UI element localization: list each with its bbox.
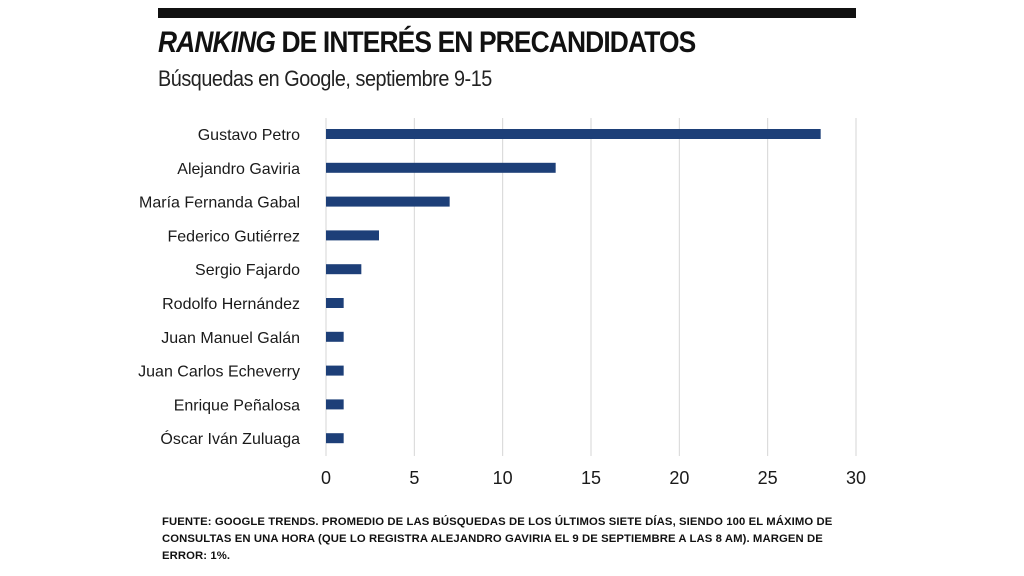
bar xyxy=(326,331,344,342)
bar xyxy=(326,129,821,139)
category-label: Juan Carlos Echeverry xyxy=(138,364,300,381)
title-emphasis: RANKING xyxy=(158,26,276,59)
category-label: Sergio Fajardo xyxy=(195,262,300,279)
top-rule xyxy=(158,8,856,18)
chart-subtitle: Búsquedas en Google, septiembre 9-15 xyxy=(158,66,492,91)
x-tick-label: 25 xyxy=(758,468,778,488)
bar xyxy=(326,264,362,275)
category-label: Rodolfo Hernández xyxy=(162,296,300,313)
category-label: Gustavo Petro xyxy=(198,127,300,144)
bar xyxy=(326,196,450,207)
x-tick-label: 30 xyxy=(846,468,866,488)
source-footnote: FUENTE: GOOGLE TRENDS. PROMEDIO DE LAS B… xyxy=(162,516,833,562)
bar xyxy=(326,365,344,376)
bar xyxy=(326,399,344,410)
category-label: Juan Manuel Galán xyxy=(161,330,300,347)
title-rest: DE INTERÉS EN PRECANDIDATOS xyxy=(275,26,696,59)
bar xyxy=(326,433,344,444)
category-label: Óscar Iván Zuluaga xyxy=(160,429,300,448)
x-tick-label: 10 xyxy=(493,468,513,488)
category-label: Alejandro Gaviria xyxy=(177,161,300,178)
x-tick-label: 0 xyxy=(321,468,331,488)
bar-chart: 0 5 10 15 20 25 30 Gustavo Petro Alejandro Gavir… xyxy=(138,118,866,488)
category-label: María Fernanda Gabal xyxy=(139,195,300,212)
x-tick-label: 20 xyxy=(669,468,689,488)
x-tick-label: 15 xyxy=(581,468,601,488)
category-label: Federico Gutiérrez xyxy=(168,228,301,245)
bar xyxy=(326,298,344,308)
x-tick-label: 5 xyxy=(409,468,419,488)
bar xyxy=(326,162,556,173)
category-label: Enrique Peñalosa xyxy=(174,397,300,414)
chart-title: RANKING DE INTERÉS EN PRECANDIDATOS xyxy=(158,26,696,60)
bar xyxy=(326,230,379,241)
